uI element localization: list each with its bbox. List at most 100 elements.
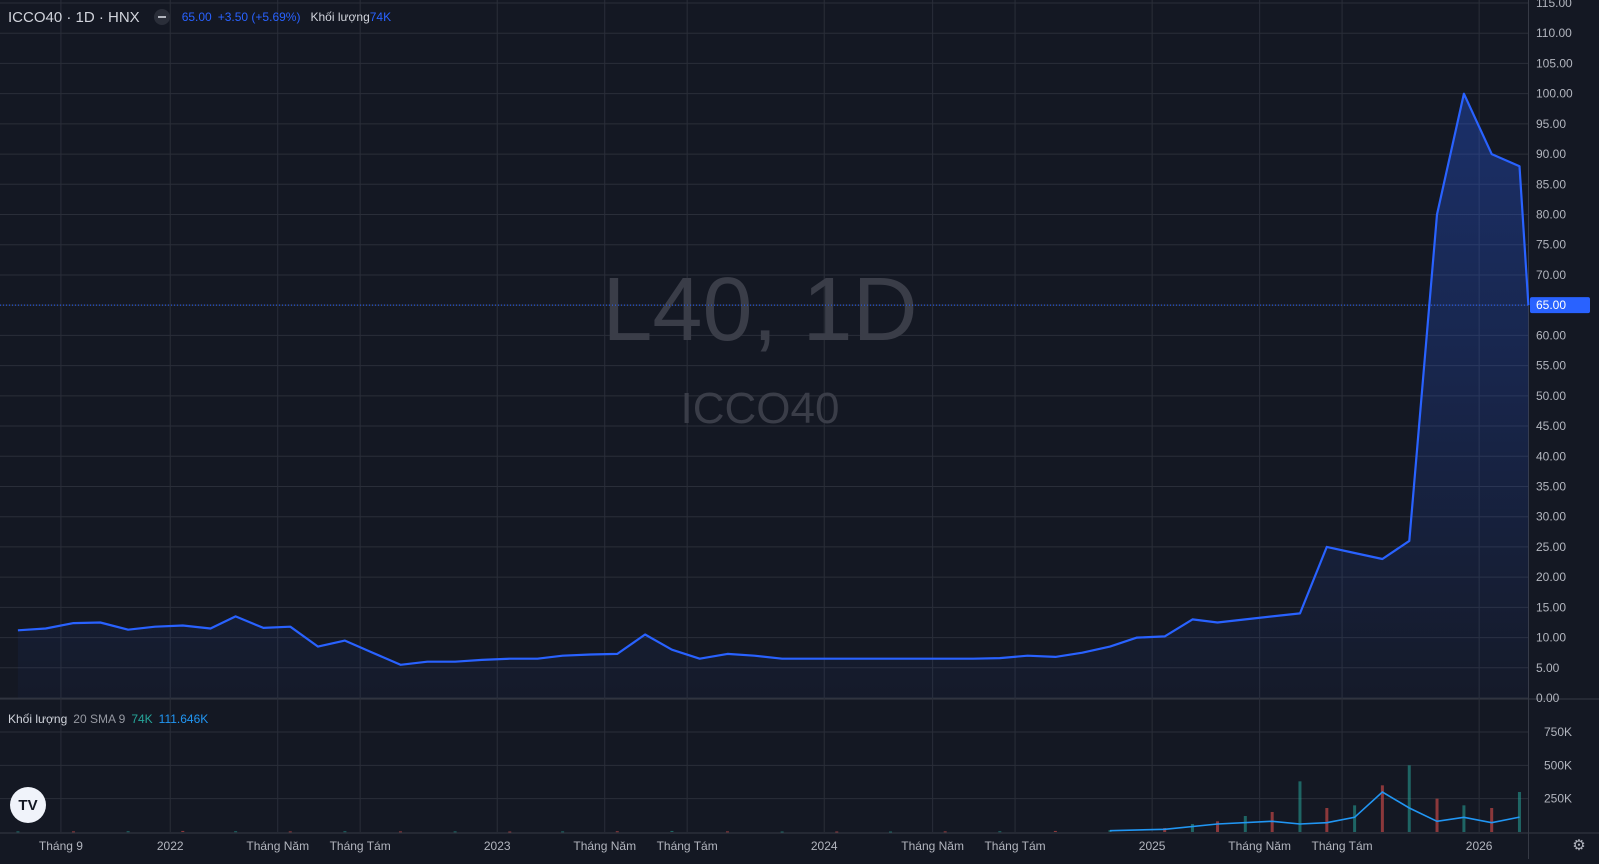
- price-area-fill: [17, 93, 1529, 698]
- volume-bar: [998, 831, 1002, 833]
- last-price-marker: 65.00: [0, 297, 1590, 314]
- price-area: [17, 93, 1529, 698]
- time-tick-label: Tháng Năm: [573, 839, 636, 853]
- volume-bar: [1298, 781, 1302, 832]
- time-tick-label: Tháng Năm: [246, 839, 309, 853]
- volume-bar: [835, 831, 839, 833]
- volume-bar: [1407, 765, 1411, 832]
- volume-bar: [670, 830, 674, 832]
- volume-sma-value: 111.646K: [158, 712, 209, 726]
- volume-bar: [1380, 785, 1384, 832]
- volume-bar: [508, 831, 512, 833]
- volume-bar: [725, 831, 729, 833]
- volume-bar: [288, 831, 292, 833]
- price-tick-label: 60.00: [1536, 328, 1566, 342]
- price-tick-label: 25.00: [1536, 540, 1566, 554]
- volume-bar: [126, 831, 130, 833]
- volume-bar: [1216, 821, 1220, 832]
- volume-bar: [16, 831, 20, 833]
- time-tick-label: Tháng Tám: [984, 839, 1045, 853]
- volume-bar: [1243, 816, 1247, 832]
- volume-bar: [780, 831, 784, 833]
- price-change-value: +3.50 (+5.69%): [217, 10, 301, 24]
- last-price-tag-label: 65.00: [1536, 298, 1566, 312]
- time-tick-label: 2024: [811, 839, 838, 853]
- time-tick-label: Tháng Năm: [901, 839, 964, 853]
- time-tick-label: 2023: [484, 839, 511, 853]
- volume-bar: [561, 831, 565, 833]
- volume-bars: [16, 765, 1521, 833]
- symbol-legend: ICCO40 · 1D · HNX 65.00 +3.50 (+5.69%) K…: [8, 6, 391, 28]
- volume-bar: [1353, 805, 1357, 832]
- price-tick-label: 35.00: [1536, 479, 1566, 493]
- volume-bar: [453, 831, 457, 833]
- volume-value: 74K: [369, 10, 392, 24]
- volume-bar: [398, 831, 402, 833]
- time-tick-label: Tháng Tám: [657, 839, 718, 853]
- volume-legend-label[interactable]: Khối lượng: [8, 712, 68, 726]
- symbol-title[interactable]: ICCO40 · 1D · HNX: [8, 8, 140, 26]
- price-tick-label: 110.00: [1536, 26, 1572, 40]
- price-series-line: [17, 92, 1530, 666]
- price-tick-label: 105.00: [1536, 56, 1573, 70]
- volume-bar: [1462, 805, 1466, 832]
- price-axis[interactable]: 0.00 5.00 10.00 15.00 20.00 25.00 30.00 35.00 40…: [1536, 0, 1573, 705]
- volume-legend: Khối lượng 20 SMA 9 74K 111.646K: [8, 712, 208, 726]
- last-price-value: 65.00: [181, 10, 212, 24]
- price-tick-label: 100.00: [1536, 87, 1573, 101]
- volume-label: Khối lượng: [310, 10, 370, 24]
- volume-bar: [1490, 808, 1494, 832]
- tradingview-logo[interactable]: TV: [10, 787, 46, 823]
- volume-sma-line: [1109, 791, 1520, 832]
- price-tick-label: 50.00: [1536, 389, 1566, 403]
- price-tick-label: 55.00: [1536, 359, 1566, 373]
- time-tick-label: Tháng Tám: [330, 839, 391, 853]
- watermark-subtitle: ICCO40: [681, 384, 840, 433]
- logo-text: TV: [18, 796, 38, 814]
- volume-tick-label: 750K: [1544, 725, 1572, 739]
- watermark-title: L40, 1D: [602, 260, 917, 360]
- volume-bar: [1190, 824, 1194, 832]
- price-line: [17, 92, 1530, 666]
- volume-bar: [1325, 808, 1329, 832]
- price-tick-label: 45.00: [1536, 419, 1566, 433]
- price-tick-label: 40.00: [1536, 449, 1566, 463]
- volume-bar: [71, 831, 75, 833]
- price-tick-label: 90.00: [1536, 147, 1566, 161]
- settings-gear-icon[interactable]: ⚙: [1572, 837, 1586, 854]
- time-tick-label: 2022: [157, 839, 184, 853]
- price-tick-label: 0.00: [1536, 691, 1560, 705]
- time-tick-label: 2025: [1139, 839, 1166, 853]
- price-tick-label: 95.00: [1536, 117, 1566, 131]
- time-tick-label: Tháng 9: [39, 839, 83, 853]
- volume-tick-label: 500K: [1544, 758, 1572, 772]
- time-axis[interactable]: Tháng 9 2022 Tháng Năm Tháng Tám 2023 Tháng N…: [39, 839, 1493, 853]
- time-tick-label: Tháng Tám: [1311, 839, 1372, 853]
- last-price-tag: [1530, 297, 1590, 314]
- time-tick-label: 2026: [1466, 839, 1493, 853]
- price-tick-label: 30.00: [1536, 510, 1566, 524]
- volume-legend-value: 74K: [131, 712, 153, 726]
- collapse-legend-icon[interactable]: [153, 9, 170, 25]
- time-tick-label: Tháng Năm: [1228, 839, 1291, 853]
- price-tick-label: 70.00: [1536, 268, 1566, 282]
- volume-bar: [343, 831, 347, 833]
- volume-axis[interactable]: 250K 500K 750K: [1544, 725, 1572, 806]
- volume-bar: [1517, 792, 1521, 832]
- volume-legend-params: 20 SMA 9: [73, 712, 126, 726]
- volume-bar: [181, 830, 185, 832]
- volume-bar: [234, 831, 238, 833]
- volume-tick-label: 250K: [1544, 792, 1572, 806]
- price-tick-label: 20.00: [1536, 570, 1566, 584]
- sma-line: [1109, 791, 1520, 832]
- price-tick-label: 115.00: [1536, 0, 1572, 10]
- price-tick-label: 85.00: [1536, 177, 1566, 191]
- price-tick-label: 80.00: [1536, 208, 1566, 222]
- price-tick-label: 10.00: [1536, 631, 1566, 645]
- volume-bar: [943, 831, 947, 833]
- watermark: L40, 1D ICCO40: [602, 260, 917, 433]
- price-tick-label: 15.00: [1536, 600, 1566, 614]
- volume-bar: [889, 831, 893, 833]
